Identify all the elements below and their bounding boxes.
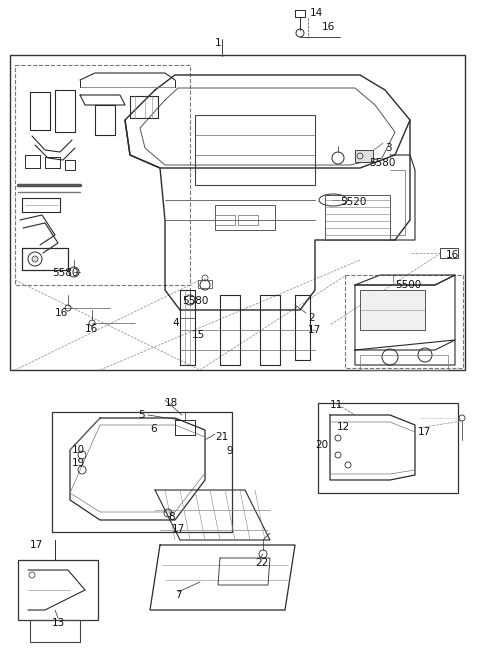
Bar <box>10 55 465 370</box>
Circle shape <box>32 256 38 262</box>
Text: 4: 4 <box>172 318 179 328</box>
Bar <box>198 280 212 288</box>
Text: 13: 13 <box>52 618 65 628</box>
Bar <box>440 248 458 258</box>
Text: 19: 19 <box>72 458 85 468</box>
Text: 1: 1 <box>215 38 222 48</box>
Text: 17: 17 <box>418 427 431 437</box>
Bar <box>52 412 232 532</box>
Bar <box>325 195 390 240</box>
Text: 16: 16 <box>55 308 68 318</box>
Text: 17: 17 <box>172 524 185 534</box>
Text: 5500: 5500 <box>395 280 421 290</box>
Text: 18: 18 <box>165 398 178 408</box>
Text: 7: 7 <box>175 590 181 600</box>
Bar <box>355 150 373 162</box>
Bar <box>360 355 448 370</box>
Text: 22: 22 <box>255 558 268 568</box>
Text: 17: 17 <box>30 540 43 550</box>
Bar <box>195 115 315 185</box>
Text: 5580: 5580 <box>182 296 208 306</box>
Text: 9: 9 <box>226 446 233 456</box>
Bar <box>18 560 98 620</box>
Text: 5520: 5520 <box>340 197 366 207</box>
Text: 21: 21 <box>215 432 228 442</box>
Bar <box>238 215 258 225</box>
Text: 11: 11 <box>330 400 343 410</box>
Bar <box>318 403 458 493</box>
Bar <box>215 215 235 225</box>
Bar <box>15 65 190 285</box>
Text: 20: 20 <box>315 440 328 450</box>
Bar <box>215 205 275 230</box>
Bar <box>30 620 80 642</box>
Text: 16: 16 <box>322 22 335 32</box>
Text: 5580: 5580 <box>369 158 396 168</box>
Text: 12: 12 <box>337 422 350 432</box>
Text: 16: 16 <box>85 324 98 334</box>
Text: 6: 6 <box>150 424 156 434</box>
Text: 3: 3 <box>385 143 392 153</box>
Text: 2: 2 <box>308 313 314 323</box>
Text: 10: 10 <box>72 445 85 455</box>
Bar <box>345 275 463 368</box>
Text: 15: 15 <box>192 330 205 340</box>
Text: 8: 8 <box>168 512 175 522</box>
Text: 5: 5 <box>138 410 144 420</box>
Text: 17: 17 <box>308 325 321 335</box>
Text: 5580: 5580 <box>52 268 78 278</box>
Text: 14: 14 <box>310 8 323 18</box>
Bar <box>360 290 425 330</box>
Text: 16: 16 <box>446 250 459 260</box>
